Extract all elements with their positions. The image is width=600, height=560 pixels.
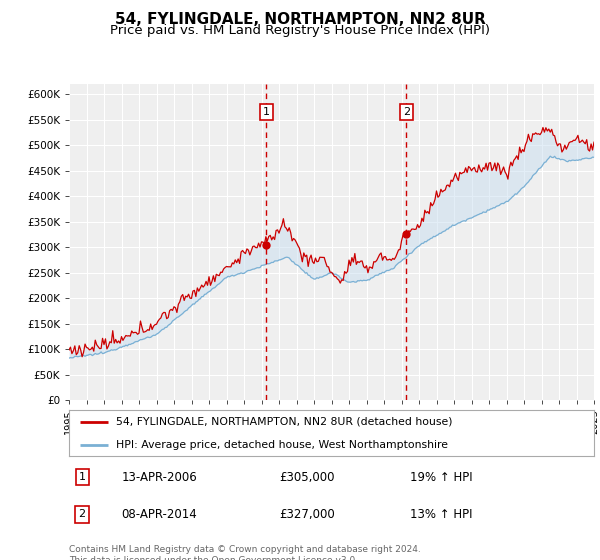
Text: 1: 1 [79,472,86,482]
Text: 54, FYLINGDALE, NORTHAMPTON, NN2 8UR: 54, FYLINGDALE, NORTHAMPTON, NN2 8UR [115,12,485,27]
Text: Price paid vs. HM Land Registry's House Price Index (HPI): Price paid vs. HM Land Registry's House … [110,24,490,36]
Text: 1: 1 [263,107,270,117]
Text: 2: 2 [403,107,410,117]
Text: Contains HM Land Registry data © Crown copyright and database right 2024.
This d: Contains HM Land Registry data © Crown c… [69,545,421,560]
Text: HPI: Average price, detached house, West Northamptonshire: HPI: Average price, detached house, West… [116,440,448,450]
Text: 08-APR-2014: 08-APR-2014 [121,508,197,521]
Text: 54, FYLINGDALE, NORTHAMPTON, NN2 8UR (detached house): 54, FYLINGDALE, NORTHAMPTON, NN2 8UR (de… [116,417,453,427]
Text: £305,000: £305,000 [279,470,335,484]
Text: 13-APR-2006: 13-APR-2006 [121,470,197,484]
Text: 19% ↑ HPI: 19% ↑ HPI [410,470,473,484]
Text: £327,000: £327,000 [279,508,335,521]
Text: 13% ↑ HPI: 13% ↑ HPI [410,508,473,521]
Text: 2: 2 [79,510,86,520]
